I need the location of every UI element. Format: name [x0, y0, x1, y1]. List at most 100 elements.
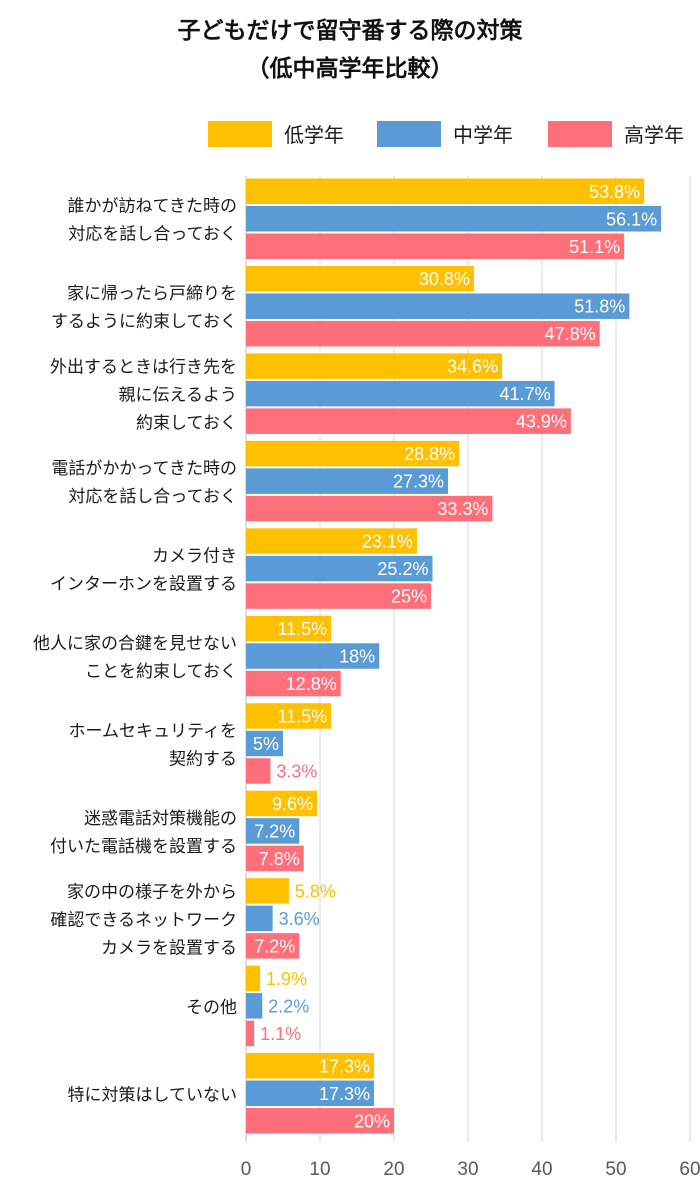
bar [246, 1080, 375, 1107]
data-label: 1.1% [260, 1024, 301, 1044]
category-label-line: 迷惑電話対策機能の [84, 809, 237, 828]
data-label: 3.6% [279, 909, 320, 929]
data-label: 5.8% [295, 881, 336, 901]
bar [246, 965, 261, 992]
category-label-line: その他 [186, 998, 237, 1017]
legend-label: 高学年 [624, 124, 684, 147]
data-label: 23.1% [362, 532, 413, 552]
chart-title-block: 子どもだけで留守番する際の対策 （低中高学年比較） [0, 12, 700, 88]
category-label: 他人に家の合鍵を見せないことを約束しておく [33, 634, 237, 681]
category-label-line: 約束しておく [136, 414, 237, 433]
bar [246, 670, 341, 697]
bar [246, 468, 449, 494]
bar [246, 178, 645, 204]
category-label-line: 対応を話し合っておく [68, 487, 237, 506]
category-label-line: 確認できるネットワーク [50, 910, 237, 929]
chart-title: 子どもだけで留守番する際の対策 [177, 18, 523, 44]
x-tick-labels: 0 10 20 30 40 50 60 [241, 1159, 700, 1180]
data-label: 51.8% [574, 297, 625, 317]
category-label-line: 特に対策はしていない [68, 1085, 238, 1104]
data-label: 56.1% [606, 209, 657, 229]
bar [246, 206, 662, 232]
category-labels: 誰かが訪ねてきた時の対応を話し合っておく家に帰ったら戸締りをするように約束してお… [33, 197, 237, 1105]
category-label-line: 家に帰ったら戸締りを [67, 284, 237, 303]
category-label: 電話がかかってきた時の対応を話し合っておく [51, 459, 237, 506]
legend: 低学年 中学年 高学年 [208, 121, 684, 147]
data-label: 33.3% [437, 499, 488, 519]
bar [246, 1053, 375, 1079]
data-label: 17.3% [319, 1084, 370, 1104]
category-label-line: ことを約束しておく [85, 662, 237, 681]
x-tick-label: 60 [679, 1159, 700, 1180]
bar [246, 790, 318, 817]
bar [246, 643, 380, 669]
category-label-line: 外出するときは行き先を [50, 358, 237, 377]
data-label: 28.8% [404, 444, 455, 464]
data-label: 3.3% [276, 761, 317, 781]
data-label: 7.2% [254, 936, 295, 956]
x-tick-label: 10 [309, 1159, 330, 1180]
data-label: 43.9% [516, 412, 567, 432]
data-label: 1.9% [266, 969, 307, 989]
legend-swatch [208, 121, 272, 147]
category-label-line: 誰かが訪ねてきた時の [68, 197, 238, 216]
category-label-line: 付いた電話機を設置する [50, 837, 237, 856]
category-label-line: インターホンを設置する [50, 575, 237, 594]
bar [246, 933, 300, 959]
bar [246, 293, 630, 319]
category-label: カメラ付きインターホンを設置する [50, 547, 237, 594]
x-tick-label: 40 [531, 1159, 552, 1180]
category-label-line: 親に伝えるよう [119, 386, 238, 405]
data-label: 7.8% [259, 849, 300, 869]
x-tick-label: 50 [605, 1159, 626, 1180]
data-label: 9.6% [272, 794, 313, 814]
bar [246, 495, 493, 522]
bar [246, 380, 555, 407]
data-label: 25.2% [377, 559, 428, 579]
bar-group [246, 178, 662, 1134]
data-label: 47.8% [545, 324, 596, 344]
data-label: 7.2% [254, 821, 295, 841]
category-label: 家の中の様子を外から確認できるネットワークカメラを設置する [50, 882, 237, 957]
data-label: 11.5% [277, 619, 327, 639]
bar [246, 818, 300, 844]
chart-subtitle: （低中高学年比較） [246, 56, 454, 82]
bar [246, 320, 600, 347]
data-label: 2.2% [268, 996, 309, 1016]
x-tick-label: 0 [241, 1159, 252, 1180]
bar [246, 1108, 394, 1134]
category-label: 特に対策はしていない [68, 1085, 238, 1104]
legend-swatch [377, 121, 441, 147]
bar [246, 703, 332, 729]
bar [246, 1020, 255, 1047]
data-label: 12.8% [286, 674, 337, 694]
data-label: 34.6% [447, 357, 498, 377]
category-label-line: 対応を話し合っておく [68, 225, 237, 244]
bar [246, 408, 571, 434]
bar [246, 440, 460, 467]
data-label: 17.3% [319, 1056, 370, 1076]
category-label: 家に帰ったら戸締りをするように約束しておく [51, 284, 237, 331]
category-label: ホームセキュリティを契約する [69, 721, 237, 768]
category-label: 迷惑電話対策機能の付いた電話機を設置する [50, 809, 237, 856]
data-labels: 53.8% 30.8% 34.6% 28.8% 23.1% 11.5% 11.5% 9.6% 5… [253, 182, 657, 1132]
data-label: 30.8% [419, 269, 470, 289]
category-label: 誰かが訪ねてきた時の対応を話し合っておく [68, 197, 238, 244]
bar [246, 730, 283, 757]
category-label: その他 [186, 998, 237, 1017]
bar [246, 265, 474, 292]
bar [246, 233, 625, 259]
x-tick-label: 20 [383, 1159, 404, 1180]
data-label: 5% [253, 734, 279, 754]
data-label: 53.8% [589, 182, 640, 202]
data-label: 11.5% [277, 706, 327, 726]
bar [246, 528, 417, 554]
legend-label: 低学年 [284, 124, 344, 147]
category-label-line: 他人に家の合鍵を見せない [33, 634, 237, 653]
bar [246, 555, 433, 582]
category-label-line: するように約束しておく [51, 312, 237, 331]
data-label: 18% [339, 647, 375, 667]
bar [246, 905, 273, 932]
category-label-line: カメラを設置する [101, 938, 237, 957]
